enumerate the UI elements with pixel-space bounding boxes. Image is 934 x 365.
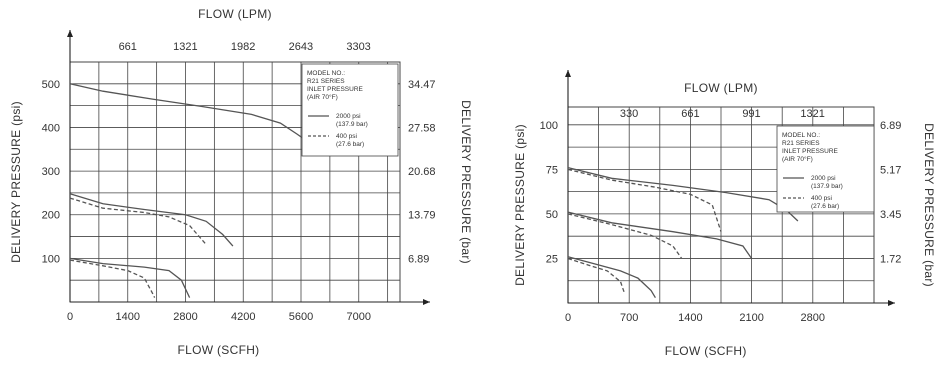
legend-entry-label: 2000 psi — [336, 113, 361, 120]
top-tick-label: 330 — [620, 108, 638, 120]
x-tick-label: 4200 — [231, 311, 255, 323]
legend-entry-label: 2000 psi — [811, 175, 836, 182]
y-tick-label: 200 — [42, 210, 60, 222]
legend-header-line: INLET PRESSURE — [307, 86, 364, 93]
series-line-5-solid — [567, 256, 656, 299]
series-line-2-dashed — [567, 168, 722, 232]
top-tick-label: 3303 — [346, 41, 370, 53]
right-tick-label: 13.79 — [408, 210, 436, 222]
x-tick-label: 1400 — [116, 311, 140, 323]
top-tick-label: 1321 — [173, 41, 197, 53]
y-axis-arrow-icon — [67, 30, 73, 37]
chart-2: 0 700 1400 2100 2800 25 50 75 100 1.72 3.45 5.17 6.8… — [513, 70, 934, 358]
series-line-4-solid — [69, 257, 191, 298]
series-line-4-dashed — [567, 213, 683, 259]
y-tick-label: 300 — [42, 166, 60, 178]
x-tick-label: 5600 — [289, 311, 313, 323]
legend-box — [301, 63, 399, 157]
top-axis-title: FLOW (LPM) — [198, 7, 272, 21]
x-tick-label: 700 — [620, 312, 638, 324]
legend-header-line: (AIR 70°F) — [782, 155, 813, 163]
right-tick-label: 6.89 — [880, 120, 901, 132]
legend-header-line: MODEL NO.: — [307, 70, 345, 77]
right-tick-label: 1.72 — [880, 253, 901, 265]
right-axis-title: DELIVERY PRESSURE (bar) — [922, 123, 934, 287]
x-tick-label: 2800 — [801, 312, 825, 324]
right-axis-title: DELIVERY PRESSURE (bar) — [459, 100, 473, 264]
y-axis-title: DELIVERY PRESSURE (psi) — [9, 101, 23, 263]
legend-header-line: MODEL NO.: — [782, 132, 820, 139]
y-tick-label: 25 — [546, 253, 558, 265]
top-axis-title: FLOW (LPM) — [684, 81, 758, 95]
y-tick-label: 100 — [42, 253, 60, 265]
x-axis-title: FLOW (SCFH) — [178, 343, 260, 357]
legend-entry-label: (27.6 bar) — [811, 203, 839, 210]
right-tick-label: 3.45 — [880, 209, 901, 221]
legend-header-line: (AIR 70°F) — [307, 93, 338, 101]
chart-1: 0 1400 2800 4200 5600 7000 100 200 300 400 500 6.89… — [9, 7, 473, 357]
legend-entry-label: 400 psi — [811, 195, 832, 202]
x-tick-label: 7000 — [347, 311, 371, 323]
y-axis-arrow-icon — [565, 70, 571, 77]
x-tick-label: 1400 — [678, 312, 702, 324]
top-tick-label: 1321 — [800, 108, 824, 120]
series-line-5-dashed — [69, 259, 156, 298]
y-tick-label: 75 — [546, 164, 558, 176]
legend-entry-label: (137.9 bar) — [811, 183, 843, 190]
x-tick-label: 0 — [67, 311, 73, 323]
legend-header-line: R21 SERIES — [782, 140, 820, 147]
x-tick-label: 2800 — [173, 311, 197, 323]
y-tick-label: 500 — [42, 79, 60, 91]
right-tick-label: 6.89 — [408, 253, 429, 265]
x-axis-arrow-icon — [423, 299, 430, 305]
top-tick-label: 661 — [681, 108, 699, 120]
legend-header-line: INLET PRESSURE — [782, 148, 839, 155]
x-tick-label: 0 — [565, 312, 571, 324]
series-line-3-solid — [567, 211, 753, 259]
y-axis-title: DELIVERY PRESSURE (psi) — [513, 124, 527, 286]
legend-entry-label: (137.9 bar) — [336, 121, 368, 128]
series-line-3-dashed — [69, 197, 207, 245]
x-axis-arrow-icon — [888, 300, 895, 306]
right-tick-label: 34.47 — [408, 79, 436, 91]
series-line-1-solid — [69, 83, 310, 144]
x-axis-title: FLOW (SCFH) — [665, 344, 747, 358]
series-line-6-dashed — [567, 257, 626, 295]
top-tick-label: 991 — [742, 108, 760, 120]
y-tick-label: 400 — [42, 122, 60, 134]
right-tick-label: 27.58 — [408, 122, 436, 134]
series-line-2-solid — [69, 193, 234, 247]
y-tick-label: 50 — [546, 209, 558, 221]
top-tick-label: 1982 — [231, 41, 255, 53]
right-tick-label: 5.17 — [880, 164, 901, 176]
top-tick-label: 661 — [119, 41, 137, 53]
x-tick-label: 2100 — [739, 312, 763, 324]
series-line-1-solid — [567, 166, 799, 222]
top-tick-label: 2643 — [289, 41, 313, 53]
legend-entry-label: (27.6 bar) — [336, 141, 364, 148]
right-tick-label: 20.68 — [408, 166, 436, 178]
legend-entry-label: 400 psi — [336, 133, 357, 140]
legend-header-line: R21 SERIES — [307, 78, 345, 85]
y-tick-label: 100 — [540, 120, 558, 132]
